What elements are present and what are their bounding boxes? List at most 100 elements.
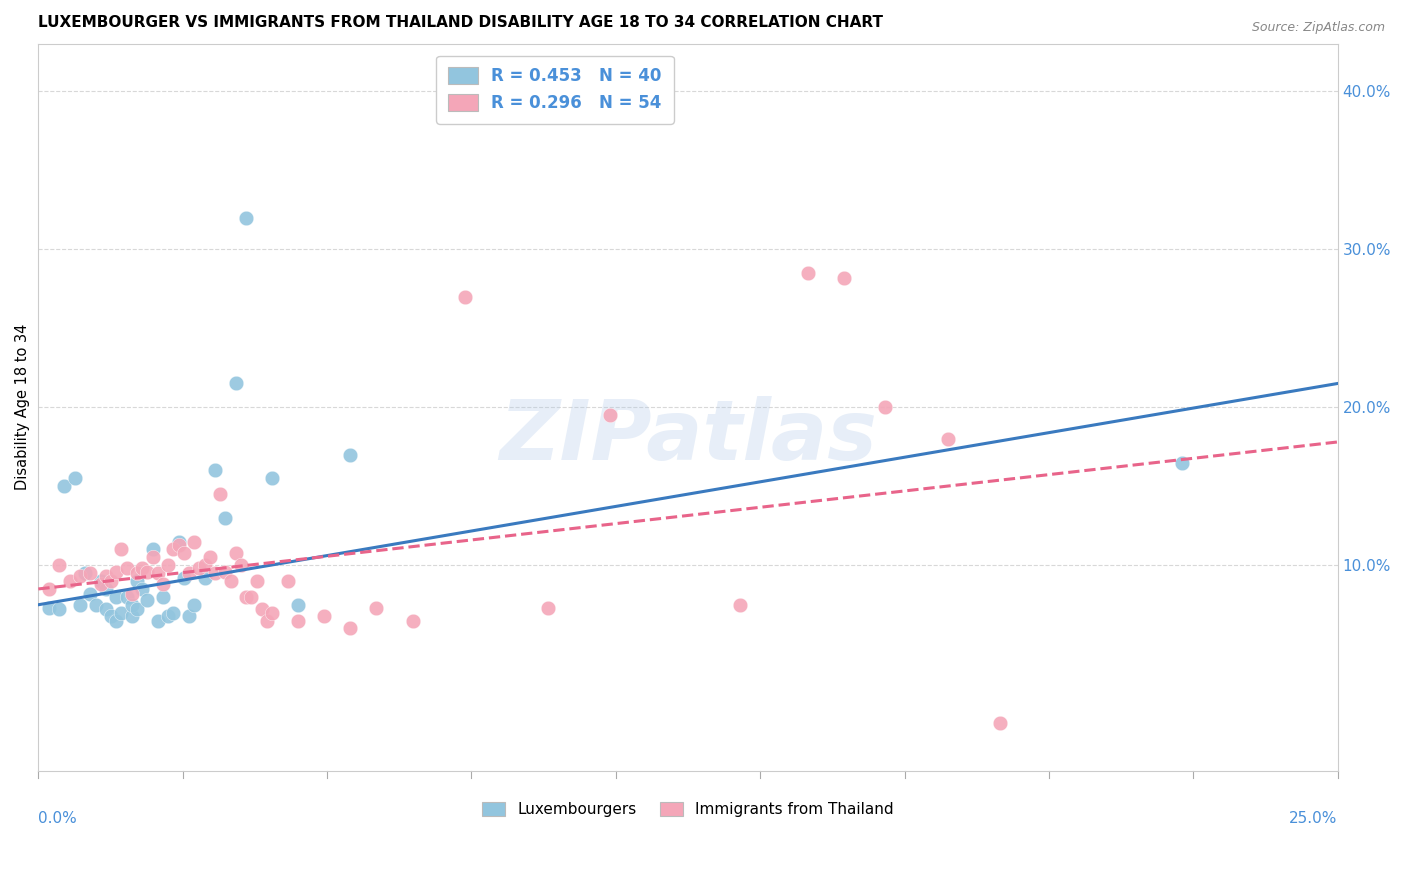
Point bbox=[121, 598, 143, 612]
Point bbox=[131, 561, 153, 575]
Point bbox=[152, 577, 174, 591]
Point bbox=[105, 565, 128, 579]
Point bbox=[121, 587, 143, 601]
Y-axis label: Disability Age 18 to 34: Disability Age 18 to 34 bbox=[15, 324, 30, 491]
Point bbox=[401, 614, 423, 628]
Point bbox=[832, 270, 855, 285]
Point bbox=[537, 601, 560, 615]
Point bbox=[157, 608, 180, 623]
Point bbox=[225, 545, 247, 559]
Text: 25.0%: 25.0% bbox=[1289, 811, 1337, 826]
Point bbox=[121, 608, 143, 623]
Point bbox=[115, 561, 138, 575]
Point bbox=[183, 534, 205, 549]
Point bbox=[167, 538, 190, 552]
Point bbox=[84, 598, 107, 612]
Point bbox=[214, 511, 236, 525]
Point bbox=[453, 289, 475, 303]
Point bbox=[53, 479, 76, 493]
Point bbox=[142, 550, 165, 565]
Point bbox=[875, 400, 897, 414]
Point bbox=[146, 614, 169, 628]
Point bbox=[936, 432, 959, 446]
Point bbox=[287, 614, 309, 628]
Text: LUXEMBOURGER VS IMMIGRANTS FROM THAILAND DISABILITY AGE 18 TO 34 CORRELATION CHA: LUXEMBOURGER VS IMMIGRANTS FROM THAILAND… bbox=[38, 15, 883, 30]
Point bbox=[599, 408, 621, 422]
Point bbox=[988, 716, 1011, 731]
Point bbox=[204, 463, 226, 477]
Text: ZIPatlas: ZIPatlas bbox=[499, 396, 877, 476]
Point bbox=[183, 598, 205, 612]
Point bbox=[339, 448, 361, 462]
Point bbox=[146, 566, 169, 581]
Point bbox=[75, 566, 97, 581]
Point bbox=[69, 569, 91, 583]
Point bbox=[162, 606, 184, 620]
Point bbox=[90, 577, 112, 591]
Point bbox=[209, 487, 232, 501]
Point bbox=[235, 211, 257, 225]
Point bbox=[58, 574, 80, 588]
Point bbox=[79, 566, 101, 581]
Text: Source: ZipAtlas.com: Source: ZipAtlas.com bbox=[1251, 21, 1385, 34]
Point bbox=[94, 569, 117, 583]
Point bbox=[162, 542, 184, 557]
Point bbox=[115, 590, 138, 604]
Point bbox=[173, 571, 195, 585]
Point bbox=[366, 601, 388, 615]
Point bbox=[125, 566, 148, 581]
Point bbox=[90, 574, 112, 588]
Point bbox=[38, 601, 60, 615]
Point bbox=[38, 582, 60, 596]
Point bbox=[256, 614, 278, 628]
Point bbox=[250, 602, 273, 616]
Legend: Luxembourgers, Immigrants from Thailand: Luxembourgers, Immigrants from Thailand bbox=[475, 794, 901, 825]
Point bbox=[173, 545, 195, 559]
Point bbox=[194, 571, 217, 585]
Point bbox=[225, 376, 247, 391]
Point bbox=[240, 590, 263, 604]
Point bbox=[339, 622, 361, 636]
Point bbox=[262, 606, 284, 620]
Point bbox=[229, 558, 252, 573]
Point bbox=[131, 582, 153, 596]
Point bbox=[1170, 456, 1192, 470]
Point bbox=[100, 608, 122, 623]
Point bbox=[79, 587, 101, 601]
Point bbox=[214, 565, 236, 579]
Point bbox=[194, 558, 217, 573]
Point bbox=[287, 598, 309, 612]
Point bbox=[204, 566, 226, 581]
Point bbox=[167, 534, 190, 549]
Point bbox=[262, 471, 284, 485]
Point bbox=[728, 598, 751, 612]
Point bbox=[110, 542, 132, 557]
Point bbox=[177, 566, 200, 581]
Point bbox=[94, 582, 117, 596]
Point bbox=[142, 542, 165, 557]
Point bbox=[110, 606, 132, 620]
Point bbox=[69, 598, 91, 612]
Point bbox=[188, 561, 211, 575]
Point bbox=[125, 574, 148, 588]
Point bbox=[235, 590, 257, 604]
Point bbox=[177, 608, 200, 623]
Point bbox=[48, 602, 70, 616]
Point bbox=[198, 550, 221, 565]
Point bbox=[152, 590, 174, 604]
Point bbox=[125, 602, 148, 616]
Point bbox=[105, 590, 128, 604]
Point bbox=[796, 266, 818, 280]
Point bbox=[63, 471, 86, 485]
Point bbox=[136, 593, 159, 607]
Point bbox=[157, 558, 180, 573]
Point bbox=[219, 574, 242, 588]
Point bbox=[246, 574, 269, 588]
Point bbox=[277, 574, 299, 588]
Text: 0.0%: 0.0% bbox=[38, 811, 77, 826]
Point bbox=[136, 565, 159, 579]
Point bbox=[94, 602, 117, 616]
Point bbox=[314, 608, 336, 623]
Point bbox=[105, 614, 128, 628]
Point bbox=[48, 558, 70, 573]
